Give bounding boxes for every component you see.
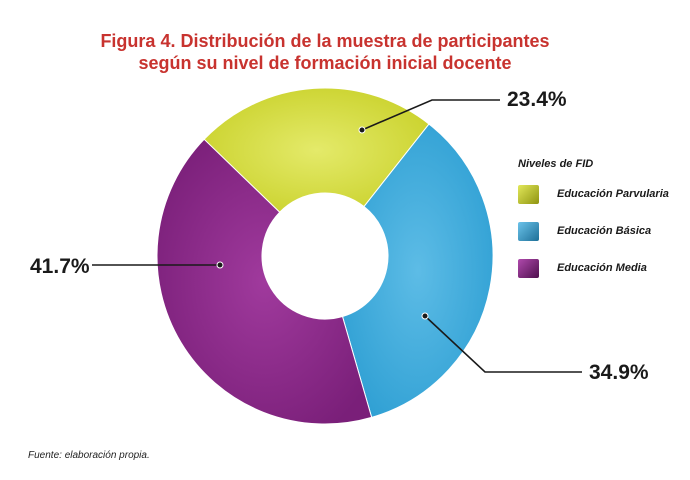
legend-label-media: Educación Media xyxy=(557,262,647,274)
leader-dot-media xyxy=(216,261,224,269)
legend-item-media: Educación Media xyxy=(518,258,669,278)
chart-title-line-2: según su nivel de formación inicial doce… xyxy=(138,53,512,73)
leader-line-parvularia xyxy=(361,99,500,131)
legend-item-basica: Educación Básica xyxy=(518,221,669,241)
slice-parvularia xyxy=(203,87,430,213)
legend-label-basica: Educación Básica xyxy=(557,225,652,237)
data-label-basica: 34.9% xyxy=(589,361,649,384)
data-label-media: 41.7% xyxy=(30,255,90,278)
leader-dot-parvularia xyxy=(358,126,366,134)
leader-line-basica xyxy=(424,315,582,373)
slice-media xyxy=(156,138,373,425)
legend-swatch-media xyxy=(518,258,539,278)
source-note: Fuente: elaboración propia. xyxy=(28,450,150,461)
legend-item-parvularia: Educación Parvularia xyxy=(518,184,669,204)
legend-swatch-parvularia xyxy=(518,184,539,204)
chart-title: Figura 4. Distribución de la muestra de … xyxy=(0,30,650,74)
data-label-parvularia: 23.4% xyxy=(507,88,567,111)
legend: Niveles de FID Educación Parvularia Educ… xyxy=(518,158,669,295)
leader-dot-basica xyxy=(421,312,429,320)
legend-swatch-basica xyxy=(518,221,539,241)
legend-title: Niveles de FID xyxy=(518,158,594,170)
legend-label-parvularia: Educación Parvularia xyxy=(557,188,669,200)
chart-title-line-1: Figura 4. Distribución de la muestra de … xyxy=(100,31,550,51)
